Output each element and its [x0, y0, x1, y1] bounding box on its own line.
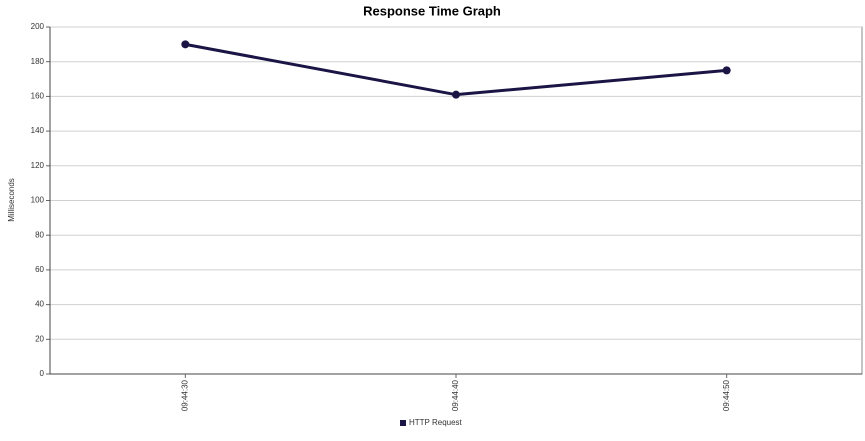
x-tick-label: 09:44:50 [722, 379, 731, 411]
y-tick-label: 80 [35, 230, 44, 239]
y-tick-label: 0 [40, 369, 45, 378]
y-tick-label: 140 [31, 126, 45, 135]
data-point [452, 90, 460, 99]
y-tick-label: 100 [31, 196, 45, 205]
chart-title: Response Time Graph [363, 3, 501, 18]
y-axis-label: Milliseconds [7, 178, 16, 222]
data-point [181, 40, 190, 49]
legend-label: HTTP Request [409, 418, 463, 427]
data-point [722, 66, 731, 75]
y-tick-label: 200 [31, 22, 45, 31]
x-tick-label: 09:44:30 [180, 379, 189, 411]
y-tick-label: 40 [35, 300, 44, 309]
y-tick-label: 180 [31, 57, 45, 66]
x-tick-label: 09:44:40 [451, 379, 460, 411]
y-tick-label: 60 [35, 265, 44, 274]
y-tick-label: 160 [31, 92, 45, 101]
legend-marker [400, 420, 406, 426]
y-tick-label: 20 [35, 334, 44, 343]
y-tick-label: 120 [31, 161, 45, 170]
